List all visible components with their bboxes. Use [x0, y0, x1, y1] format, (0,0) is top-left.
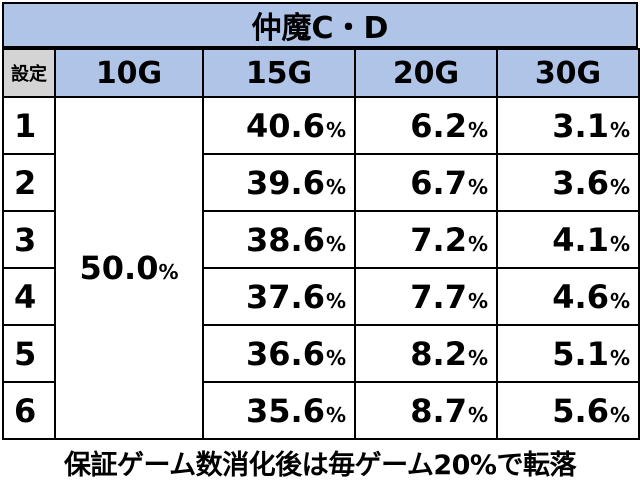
value-20g: 8.7%: [354, 381, 498, 440]
setting-number: 5: [2, 324, 56, 383]
value-15g: 35.6%: [202, 381, 356, 440]
value-30g: 5.6%: [496, 381, 640, 440]
setting-number: 1: [2, 96, 56, 155]
column-header-15g: 15G: [202, 48, 356, 98]
setting-number: 2: [2, 153, 56, 212]
value-20g: 7.2%: [354, 210, 498, 269]
table-row: 6 35.6% 8.7% 5.6%: [2, 381, 640, 440]
value-30g: 5.1%: [496, 324, 640, 383]
value-20g: 8.2%: [354, 324, 498, 383]
table-row: 3 38.6% 7.2% 4.1%: [2, 210, 640, 269]
value-30g: 3.6%: [496, 153, 640, 212]
probability-table: 設定 10G 15G 20G 30G 1 50.0% 40.6% 6.2% 3.…: [2, 48, 640, 440]
table-row: 1 50.0% 40.6% 6.2% 3.1%: [2, 96, 640, 440]
table-title: 仲魔C・D: [2, 2, 638, 48]
value-15g: 39.6%: [202, 153, 356, 212]
value-15g: 36.6%: [202, 324, 356, 383]
setting-header: 設定: [2, 48, 56, 98]
column-header-20g: 20G: [354, 48, 498, 98]
value-30g: 3.1%: [496, 96, 640, 155]
table-row: 5 36.6% 8.2% 5.1%: [2, 324, 640, 383]
column-header-30g: 30G: [496, 48, 640, 98]
value-15g: 38.6%: [202, 210, 356, 269]
value-20g: 6.2%: [354, 96, 498, 155]
merged-10g-cell: 50.0%: [54, 96, 204, 440]
header-row: 設定 10G 15G 20G 30G: [2, 48, 640, 98]
value-30g: 4.1%: [496, 210, 640, 269]
value-15g: 37.6%: [202, 267, 356, 326]
table-row: 4 37.6% 7.7% 4.6%: [2, 267, 640, 326]
value-10g: 50.0: [79, 249, 159, 287]
percent-unit: %: [158, 260, 179, 284]
setting-number: 6: [2, 381, 56, 440]
setting-number: 4: [2, 267, 56, 326]
value-30g: 4.6%: [496, 267, 640, 326]
value-20g: 7.7%: [354, 267, 498, 326]
footer-note: 保証ゲーム数消化後は毎ゲーム20%で転落: [63, 450, 577, 481]
value-20g: 6.7%: [354, 153, 498, 212]
setting-number: 3: [2, 210, 56, 269]
table-row: 2 39.6% 6.7% 3.6%: [2, 153, 640, 212]
value-15g: 40.6%: [202, 96, 356, 155]
column-header-10g: 10G: [54, 48, 204, 98]
